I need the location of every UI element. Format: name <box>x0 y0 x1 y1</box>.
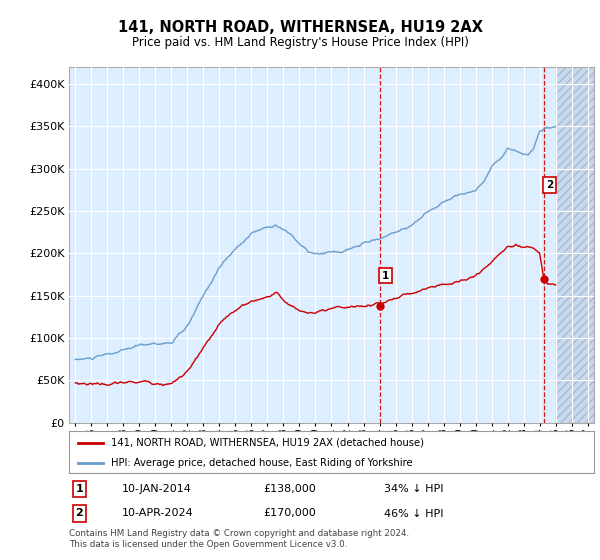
Text: 2: 2 <box>76 508 83 519</box>
Text: 1: 1 <box>382 270 389 281</box>
Text: HPI: Average price, detached house, East Riding of Yorkshire: HPI: Average price, detached house, East… <box>111 458 413 468</box>
Text: 10-APR-2024: 10-APR-2024 <box>121 508 193 519</box>
Text: £138,000: £138,000 <box>263 484 316 494</box>
Text: 2: 2 <box>545 180 553 190</box>
Bar <box>556 67 594 423</box>
Text: Price paid vs. HM Land Registry's House Price Index (HPI): Price paid vs. HM Land Registry's House … <box>131 36 469 49</box>
Text: Contains HM Land Registry data © Crown copyright and database right 2024.
This d: Contains HM Land Registry data © Crown c… <box>69 529 409 549</box>
Text: 141, NORTH ROAD, WITHERNSEA, HU19 2AX: 141, NORTH ROAD, WITHERNSEA, HU19 2AX <box>118 20 482 35</box>
Text: 34% ↓ HPI: 34% ↓ HPI <box>384 484 443 494</box>
Bar <box>556 67 594 423</box>
Text: £170,000: £170,000 <box>263 508 316 519</box>
Text: 46% ↓ HPI: 46% ↓ HPI <box>384 508 443 519</box>
Text: 1: 1 <box>76 484 83 494</box>
Text: 10-JAN-2014: 10-JAN-2014 <box>121 484 191 494</box>
Text: 141, NORTH ROAD, WITHERNSEA, HU19 2AX (detached house): 141, NORTH ROAD, WITHERNSEA, HU19 2AX (d… <box>111 437 424 447</box>
